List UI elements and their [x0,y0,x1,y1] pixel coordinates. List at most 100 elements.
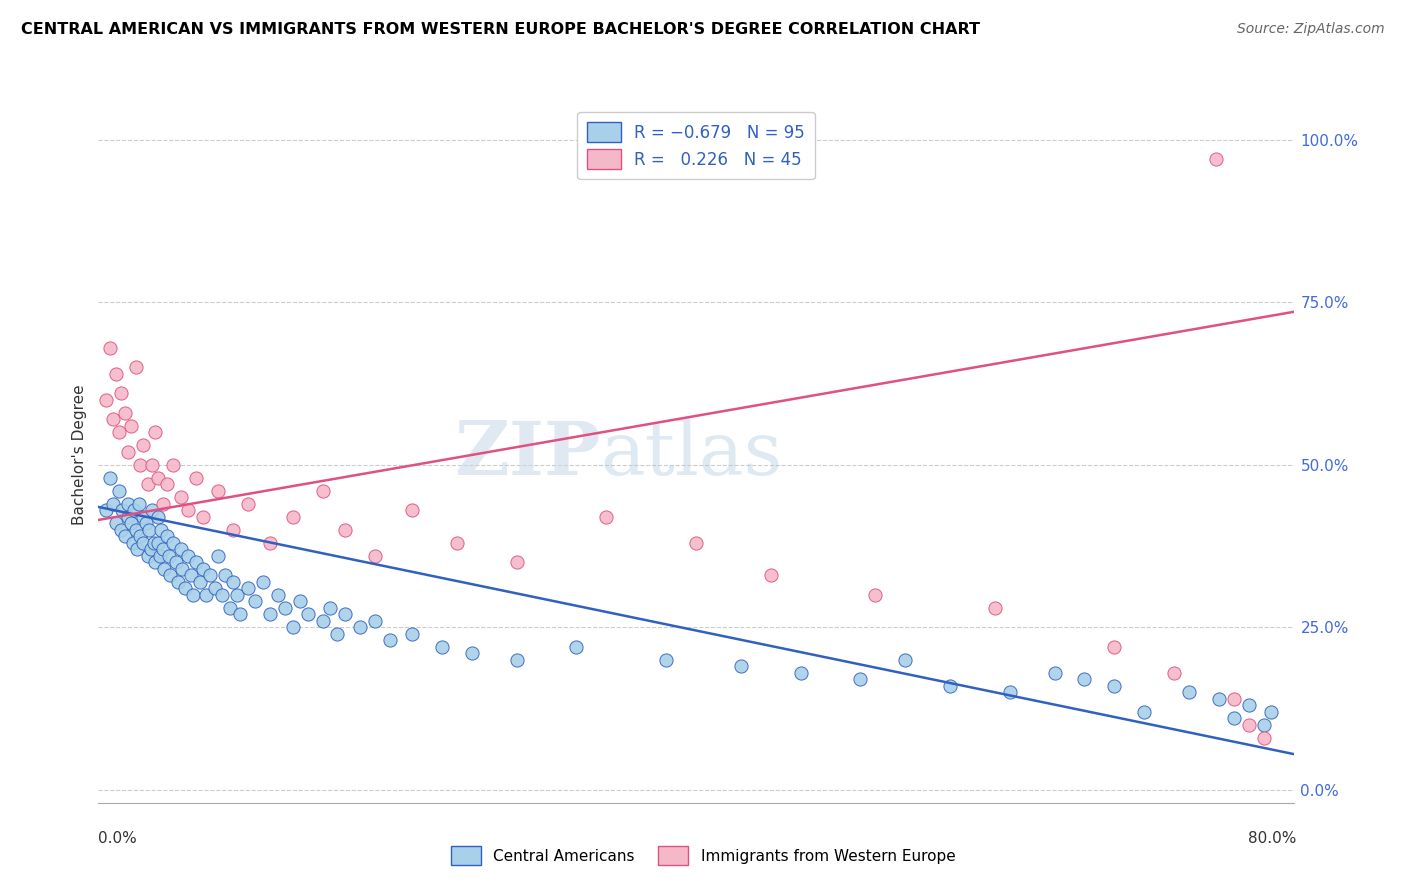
Point [319,600,342,615]
Point [150,523,173,537]
Point [1260,705,1282,719]
Point [139,542,162,557]
Point [349,620,371,634]
Point [156,477,179,491]
Point [184,555,207,569]
Point [148,471,170,485]
Point [446,535,468,549]
Point [297,607,319,622]
Point [180,568,202,582]
Point [207,549,229,563]
Point [461,646,484,660]
Point [311,614,333,628]
Point [236,581,259,595]
Point [730,659,752,673]
Text: atlas: atlas [600,418,783,491]
Point [204,581,226,595]
Point [281,509,304,524]
Point [124,503,146,517]
Point [121,535,143,549]
Point [595,509,617,524]
Point [226,588,249,602]
Point [207,483,229,498]
Point [141,503,163,517]
Point [1043,665,1066,680]
Point [136,549,159,563]
Point [142,535,165,549]
Point [1253,718,1275,732]
Point [152,497,174,511]
Point [117,444,139,458]
Point [94,503,117,517]
Y-axis label: Bachelor's Degree: Bachelor's Degree [72,384,87,525]
Point [1163,665,1185,680]
Point [1208,691,1230,706]
Point [98,471,122,485]
Point [401,503,423,517]
Point [326,626,349,640]
Point [149,549,172,563]
Point [311,483,333,498]
Point [865,588,887,602]
Point [1223,711,1246,725]
Text: 80.0%: 80.0% [1249,831,1296,846]
Point [267,588,290,602]
Point [105,516,128,531]
Legend: Central Americans, Immigrants from Western Europe: Central Americans, Immigrants from Weste… [444,840,962,871]
Point [506,653,529,667]
Point [148,535,170,549]
Point [184,471,207,485]
Point [120,516,142,531]
Point [148,509,170,524]
Point [1178,685,1201,699]
Point [111,503,134,517]
Point [789,665,811,680]
Point [1237,698,1260,713]
Point [181,588,204,602]
Point [759,568,782,582]
Point [177,549,200,563]
Point [110,386,132,401]
Point [229,607,252,622]
Point [169,490,191,504]
Point [200,568,222,582]
Point [135,516,157,531]
Point [364,549,387,563]
Point [259,607,281,622]
Point [166,574,188,589]
Point [165,555,187,569]
Point [129,458,152,472]
Legend: R = −0.679   N = 95, R =   0.226   N = 45: R = −0.679 N = 95, R = 0.226 N = 45 [578,112,814,179]
Point [105,367,128,381]
Point [939,679,962,693]
Point [288,594,311,608]
Point [333,607,356,622]
Text: Source: ZipAtlas.com: Source: ZipAtlas.com [1237,22,1385,37]
Point [849,672,872,686]
Point [259,535,281,549]
Point [1104,640,1126,654]
Point [430,640,453,654]
Point [983,600,1005,615]
Point [120,418,142,433]
Point [998,685,1021,699]
Point [162,535,184,549]
Point [274,600,297,615]
Point [1104,679,1126,693]
Point [506,555,529,569]
Point [108,425,131,439]
Text: 0.0%: 0.0% [98,831,138,846]
Point [222,574,245,589]
Point [655,653,678,667]
Point [132,438,155,452]
Point [281,620,304,634]
Point [117,497,139,511]
Point [685,535,707,549]
Point [194,588,218,602]
Point [252,574,274,589]
Point [364,614,387,628]
Point [211,588,233,602]
Point [94,392,117,407]
Point [191,562,214,576]
Point [162,458,184,472]
